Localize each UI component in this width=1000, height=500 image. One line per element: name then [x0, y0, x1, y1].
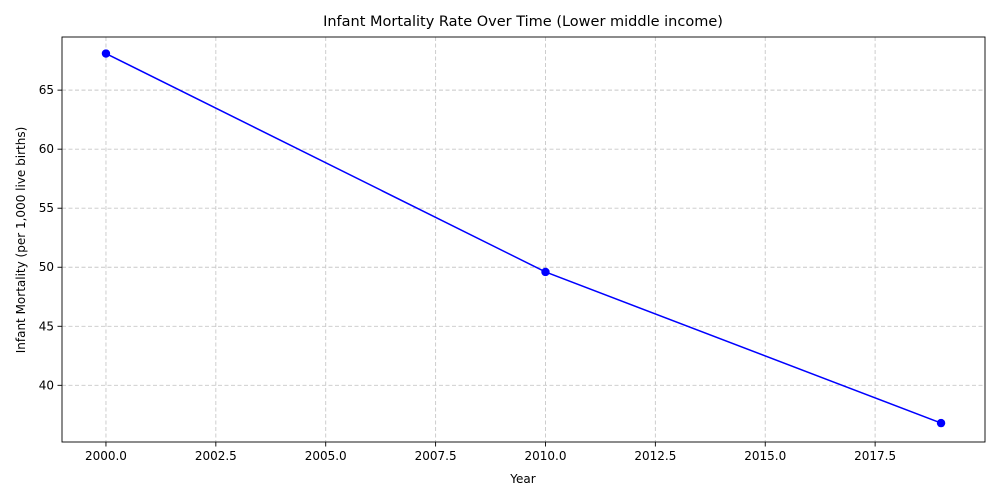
x-tick-label: 2005.0	[305, 449, 347, 463]
data-point	[541, 267, 550, 277]
grid	[62, 37, 985, 442]
y-tick-label: 40	[39, 378, 54, 392]
y-tick-label: 65	[39, 83, 54, 97]
series-layer	[101, 49, 946, 428]
y-axis-label: Infant Mortality (per 1,000 live births)	[14, 127, 28, 354]
data-point	[936, 418, 946, 428]
x-axis: 2000.0 2002.5 2005.0 2007.5 2010.0 2012.5 2015…	[85, 442, 896, 463]
x-tick-label: 2010.0	[524, 449, 566, 463]
x-tick-label: 2015.0	[744, 449, 786, 463]
y-tick-label: 50	[39, 260, 54, 274]
plot-frame	[61, 36, 986, 443]
y-tick-label: 60	[39, 142, 54, 156]
y-axis: 40 45 50 55 60 65	[39, 83, 62, 392]
series-line	[105, 52, 942, 424]
x-tick-label: 2000.0	[85, 449, 127, 463]
y-tick-label: 45	[39, 319, 54, 333]
x-tick-label: 2017.5	[854, 449, 896, 463]
x-tick-label: 2007.5	[415, 449, 457, 463]
data-point	[101, 49, 111, 58]
x-axis-label: Year	[509, 472, 535, 486]
x-tick-label: 2002.5	[195, 449, 237, 463]
y-tick-label: 55	[39, 201, 54, 215]
x-tick-label: 2012.5	[634, 449, 676, 463]
chart-title: Infant Mortality Rate Over Time (Lower m…	[323, 14, 723, 30]
